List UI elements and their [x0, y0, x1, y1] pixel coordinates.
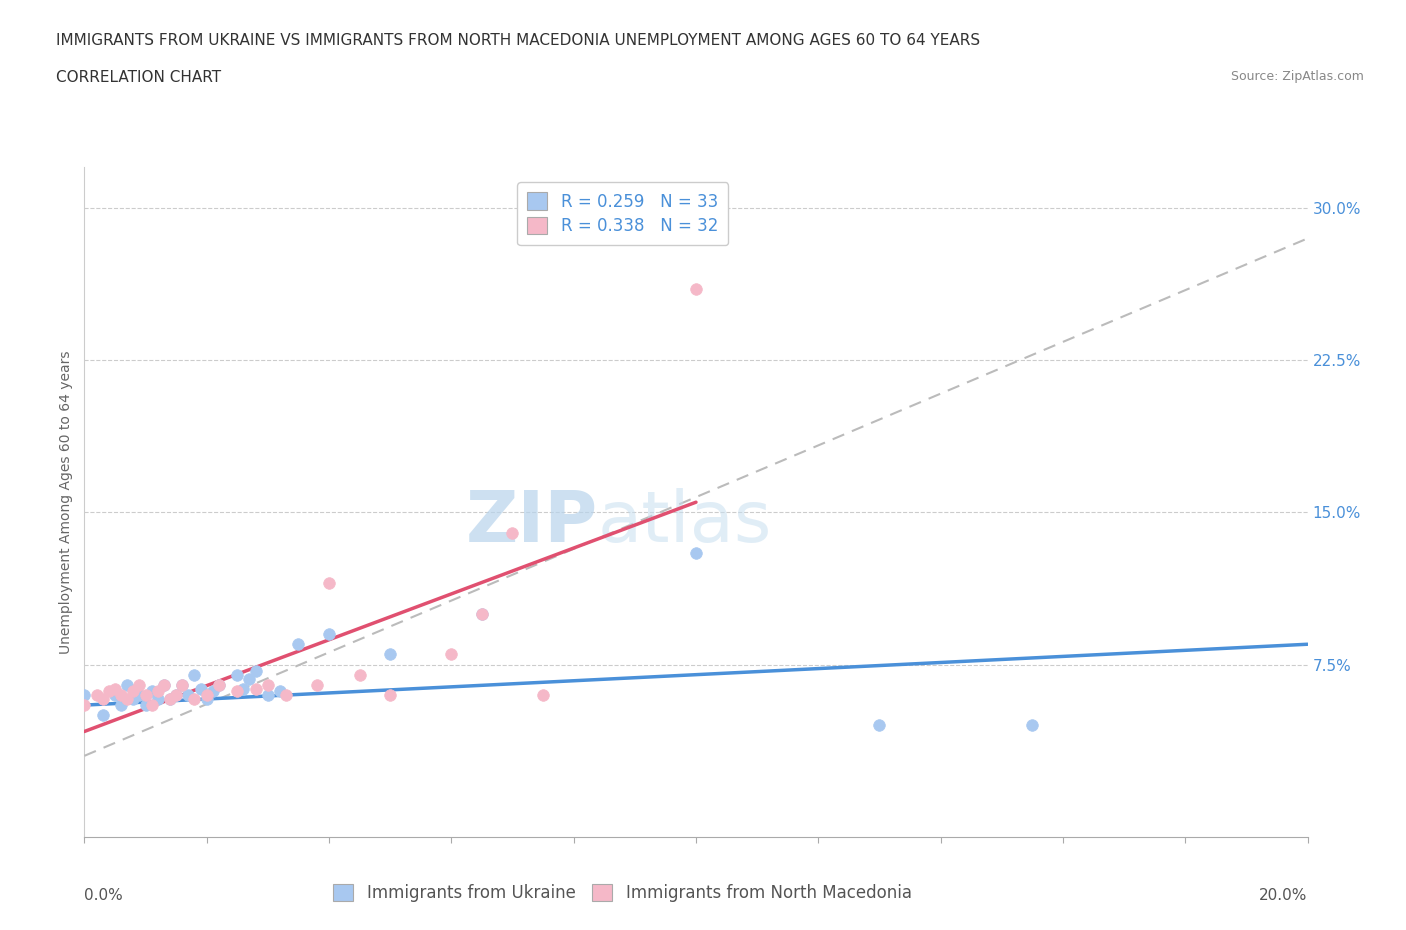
Point — [159, 692, 181, 707]
Point — [183, 692, 205, 707]
Point — [128, 677, 150, 692]
Point — [122, 684, 145, 698]
Point — [531, 687, 554, 702]
Point — [91, 708, 114, 723]
Point — [287, 637, 309, 652]
Point — [141, 698, 163, 712]
Text: atlas: atlas — [598, 488, 772, 557]
Point — [318, 576, 340, 591]
Point — [73, 687, 96, 702]
Point — [165, 687, 187, 702]
Point — [471, 606, 494, 621]
Legend: Immigrants from Ukraine, Immigrants from North Macedonia: Immigrants from Ukraine, Immigrants from… — [326, 878, 918, 909]
Point — [440, 647, 463, 662]
Point — [869, 718, 891, 733]
Point — [128, 687, 150, 702]
Point — [471, 606, 494, 621]
Point — [208, 677, 231, 692]
Point — [269, 684, 291, 698]
Point — [245, 682, 267, 697]
Point — [146, 692, 169, 707]
Point — [172, 677, 194, 692]
Point — [685, 546, 707, 561]
Point — [349, 667, 371, 682]
Point — [122, 692, 145, 707]
Point — [276, 687, 298, 702]
Point — [115, 692, 138, 707]
Point — [502, 525, 524, 540]
Point — [380, 687, 402, 702]
Point — [380, 647, 402, 662]
Text: 0.0%: 0.0% — [84, 888, 124, 903]
Point — [172, 677, 194, 692]
Point — [153, 677, 176, 692]
Point — [86, 687, 108, 702]
Point — [104, 687, 127, 702]
Text: CORRELATION CHART: CORRELATION CHART — [56, 70, 221, 85]
Point — [135, 698, 157, 712]
Y-axis label: Unemployment Among Ages 60 to 64 years: Unemployment Among Ages 60 to 64 years — [59, 351, 73, 654]
Point — [195, 692, 218, 707]
Point — [177, 687, 200, 702]
Point — [232, 682, 254, 697]
Point — [153, 677, 176, 692]
Text: Source: ZipAtlas.com: Source: ZipAtlas.com — [1230, 70, 1364, 83]
Point — [110, 687, 132, 702]
Point — [165, 687, 187, 702]
Point — [1021, 718, 1043, 733]
Point — [226, 684, 249, 698]
Text: IMMIGRANTS FROM UKRAINE VS IMMIGRANTS FROM NORTH MACEDONIA UNEMPLOYMENT AMONG AG: IMMIGRANTS FROM UKRAINE VS IMMIGRANTS FR… — [56, 33, 980, 47]
Text: 20.0%: 20.0% — [1260, 888, 1308, 903]
Point — [226, 667, 249, 682]
Point — [115, 677, 138, 692]
Point — [104, 682, 127, 697]
Point — [305, 677, 328, 692]
Point — [257, 687, 280, 702]
Point — [318, 627, 340, 642]
Text: ZIP: ZIP — [465, 488, 598, 557]
Point — [257, 677, 280, 692]
Point — [238, 671, 260, 686]
Point — [135, 687, 157, 702]
Point — [245, 663, 267, 678]
Point — [183, 667, 205, 682]
Point — [141, 684, 163, 698]
Point — [146, 684, 169, 698]
Point — [190, 682, 212, 697]
Point — [208, 677, 231, 692]
Point — [97, 684, 120, 698]
Point — [73, 698, 96, 712]
Point — [201, 684, 224, 698]
Point — [159, 692, 181, 707]
Point — [110, 698, 132, 712]
Point — [91, 692, 114, 707]
Point — [685, 282, 707, 297]
Point — [195, 687, 218, 702]
